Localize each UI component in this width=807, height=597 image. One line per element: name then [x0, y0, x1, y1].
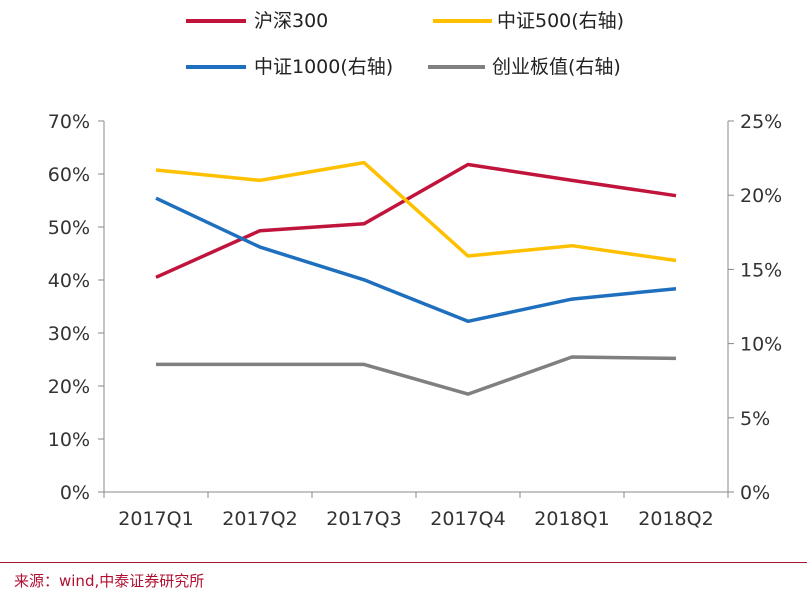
right-tick-label: 25% — [740, 111, 782, 133]
left-tick-label: 50% — [48, 217, 90, 239]
x-tick-label: 2018Q1 — [534, 508, 609, 530]
x-tick-label: 2018Q2 — [638, 508, 713, 530]
left-tick-label: 70% — [48, 111, 90, 133]
right-tick-label: 20% — [740, 185, 782, 207]
left-tick-label: 30% — [48, 323, 90, 345]
series-line-1 — [155, 162, 677, 279]
legend: 沪深300 中证500(右轴) 中证1000(右轴) 创业板值(右轴) — [186, 10, 624, 78]
x-tick-label: 2017Q2 — [222, 508, 297, 530]
x-tick-label: 2017Q3 — [326, 508, 401, 530]
chart: 沪深300 中证500(右轴) 中证1000(右轴) 创业板值(右轴) 0% 10% 20… — [48, 10, 782, 530]
legend-label-4: 创业板值(右轴) — [492, 56, 621, 78]
legend-label-2: 中证500(右轴) — [497, 10, 624, 32]
left-tick-label: 60% — [48, 164, 90, 186]
x-tick-label: 2017Q4 — [430, 508, 505, 530]
left-tick-label: 0% — [60, 482, 90, 504]
series-line-2 — [155, 160, 677, 263]
source-divider — [0, 562, 807, 563]
series-line-3 — [155, 196, 677, 324]
source-note: 来源：wind,中泰证券研究所 — [14, 572, 205, 590]
axes: 0% 10% 20% 30% 40% 50% 60% 70% 0% 5% 10% 15% 20% 25% 2… — [48, 111, 782, 530]
right-tick-label: 5% — [740, 408, 770, 430]
right-tick-label: 10% — [740, 334, 782, 356]
legend-label-3: 中证1000(右轴) — [254, 56, 393, 78]
right-tick-label: 15% — [740, 259, 782, 281]
line-chart: 沪深300 中证500(右轴) 中证1000(右轴) 创业板值(右轴) 0% 10% 20… — [48, 10, 782, 530]
x-tick-label: 2017Q1 — [118, 508, 193, 530]
right-tick-label: 0% — [740, 482, 770, 504]
legend-label-1: 沪深300 — [254, 10, 328, 32]
left-tick-label: 20% — [48, 376, 90, 398]
left-tick-label: 40% — [48, 270, 90, 292]
left-tick-label: 10% — [48, 429, 90, 451]
series-lines — [155, 160, 677, 396]
series-line-4 — [156, 355, 677, 396]
